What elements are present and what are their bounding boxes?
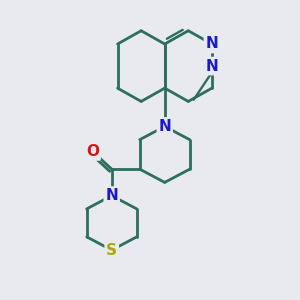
Text: N: N [105,188,118,203]
Text: N: N [206,37,218,52]
Text: N: N [206,58,218,74]
Text: S: S [106,243,117,258]
Text: N: N [158,119,171,134]
Text: O: O [86,144,99,159]
